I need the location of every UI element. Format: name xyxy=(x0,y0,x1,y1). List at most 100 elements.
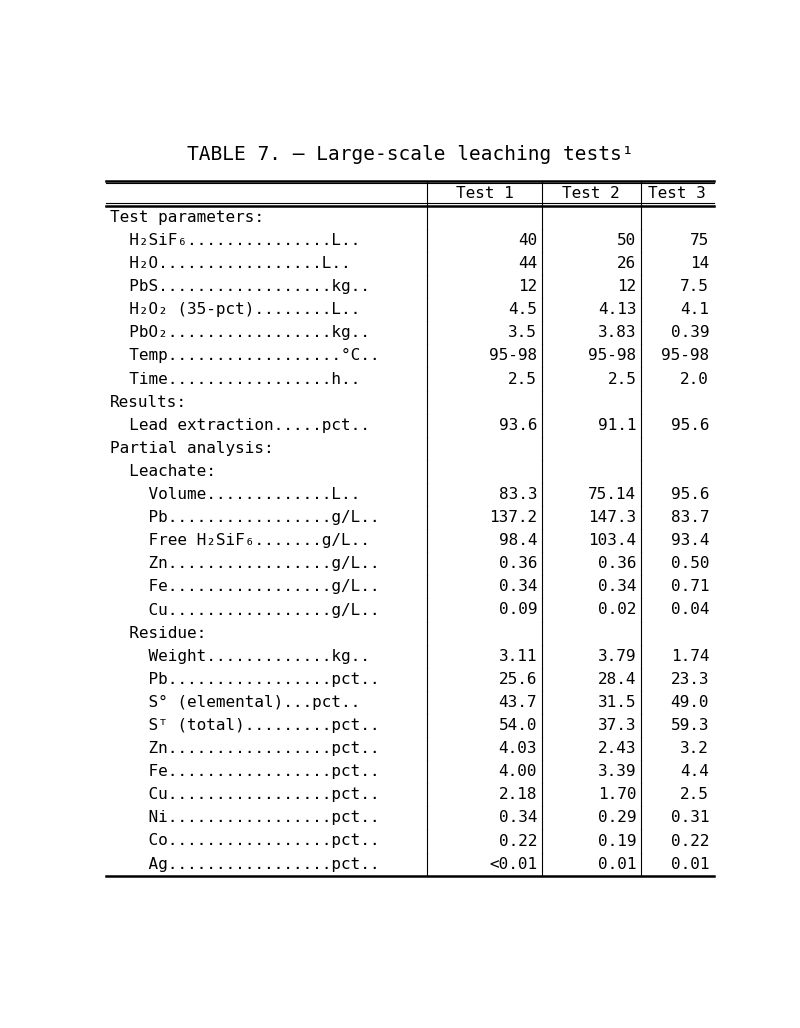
Text: 3.5: 3.5 xyxy=(508,325,537,340)
Text: Zn.................g/L..: Zn.................g/L.. xyxy=(110,556,379,572)
Text: Residue:: Residue: xyxy=(110,626,206,640)
Text: 4.13: 4.13 xyxy=(598,302,636,318)
Text: 0.34: 0.34 xyxy=(598,580,636,594)
Text: 26: 26 xyxy=(617,256,636,271)
Text: 7.5: 7.5 xyxy=(680,279,709,294)
Text: 75.14: 75.14 xyxy=(588,487,636,502)
Text: TABLE 7. – Large-scale leaching tests¹: TABLE 7. – Large-scale leaching tests¹ xyxy=(186,145,634,163)
Text: 0.01: 0.01 xyxy=(670,856,709,872)
Text: 0.39: 0.39 xyxy=(670,325,709,340)
Text: 1.74: 1.74 xyxy=(670,649,709,664)
Text: 0.71: 0.71 xyxy=(670,580,709,594)
Text: 3.83: 3.83 xyxy=(598,325,636,340)
Text: 0.01: 0.01 xyxy=(598,856,636,872)
Text: 0.50: 0.50 xyxy=(670,556,709,572)
Text: 75: 75 xyxy=(690,233,709,248)
Text: 147.3: 147.3 xyxy=(588,510,636,525)
Text: 54.0: 54.0 xyxy=(498,718,537,733)
Text: 3.39: 3.39 xyxy=(598,764,636,779)
Text: 98.4: 98.4 xyxy=(498,534,537,548)
Text: 59.3: 59.3 xyxy=(670,718,709,733)
Text: Results:: Results: xyxy=(110,395,187,409)
Text: 95.6: 95.6 xyxy=(670,487,709,502)
Text: 4.03: 4.03 xyxy=(498,741,537,757)
Text: 93.4: 93.4 xyxy=(670,534,709,548)
Text: 95-98: 95-98 xyxy=(661,348,709,364)
Text: 25.6: 25.6 xyxy=(498,672,537,687)
Text: Ni.................pct..: Ni.................pct.. xyxy=(110,810,379,825)
Text: 83.7: 83.7 xyxy=(670,510,709,525)
Text: 2.18: 2.18 xyxy=(498,787,537,802)
Text: 43.7: 43.7 xyxy=(498,695,537,710)
Text: Time.................h..: Time.................h.. xyxy=(110,371,360,387)
Text: 4.4: 4.4 xyxy=(680,764,709,779)
Text: 0.31: 0.31 xyxy=(670,810,709,825)
Text: Test 1: Test 1 xyxy=(455,186,514,200)
Text: 3.2: 3.2 xyxy=(680,741,709,757)
Text: 49.0: 49.0 xyxy=(670,695,709,710)
Text: Ag.................pct..: Ag.................pct.. xyxy=(110,856,379,872)
Text: 4.5: 4.5 xyxy=(508,302,537,318)
Text: 0.34: 0.34 xyxy=(498,580,537,594)
Text: PbS..................kg..: PbS..................kg.. xyxy=(110,279,370,294)
Text: Free H₂SiF₆.......g/L..: Free H₂SiF₆.......g/L.. xyxy=(110,534,370,548)
Text: 2.5: 2.5 xyxy=(680,787,709,802)
Text: 0.22: 0.22 xyxy=(498,834,537,848)
Text: 3.79: 3.79 xyxy=(598,649,636,664)
Text: 3.11: 3.11 xyxy=(498,649,537,664)
Text: 95-98: 95-98 xyxy=(588,348,636,364)
Text: 2.5: 2.5 xyxy=(607,371,636,387)
Text: PbO₂.................kg..: PbO₂.................kg.. xyxy=(110,325,370,340)
Text: 95-98: 95-98 xyxy=(489,348,537,364)
Text: 12: 12 xyxy=(617,279,636,294)
Text: H₂O₂ (35-pct)........L..: H₂O₂ (35-pct)........L.. xyxy=(110,302,360,318)
Text: 31.5: 31.5 xyxy=(598,695,636,710)
Text: 40: 40 xyxy=(518,233,537,248)
Text: Temp..................°C..: Temp..................°C.. xyxy=(110,348,379,364)
Text: 103.4: 103.4 xyxy=(588,534,636,548)
Text: 0.02: 0.02 xyxy=(598,602,636,618)
Text: 0.22: 0.22 xyxy=(670,834,709,848)
Text: Pb.................g/L..: Pb.................g/L.. xyxy=(110,510,379,525)
Text: Leachate:: Leachate: xyxy=(110,464,216,479)
Text: 137.2: 137.2 xyxy=(489,510,537,525)
Text: <0.01: <0.01 xyxy=(489,856,537,872)
Text: 44: 44 xyxy=(518,256,537,271)
Text: Cu.................pct..: Cu.................pct.. xyxy=(110,787,379,802)
Text: 14: 14 xyxy=(690,256,709,271)
Text: 0.29: 0.29 xyxy=(598,810,636,825)
Text: 4.00: 4.00 xyxy=(498,764,537,779)
Text: 0.04: 0.04 xyxy=(670,602,709,618)
Text: 0.34: 0.34 xyxy=(498,810,537,825)
Text: 12: 12 xyxy=(518,279,537,294)
Text: Sᵀ (total).........pct..: Sᵀ (total).........pct.. xyxy=(110,718,379,733)
Text: Weight.............kg..: Weight.............kg.. xyxy=(110,649,370,664)
Text: Cu.................g/L..: Cu.................g/L.. xyxy=(110,602,379,618)
Text: 2.0: 2.0 xyxy=(680,371,709,387)
Text: 4.1: 4.1 xyxy=(680,302,709,318)
Text: 2.5: 2.5 xyxy=(508,371,537,387)
Text: 95.6: 95.6 xyxy=(670,417,709,433)
Text: Lead extraction.....pct..: Lead extraction.....pct.. xyxy=(110,417,370,433)
Text: 91.1: 91.1 xyxy=(598,417,636,433)
Text: Fe.................g/L..: Fe.................g/L.. xyxy=(110,580,379,594)
Text: S° (elemental)...pct..: S° (elemental)...pct.. xyxy=(110,695,360,710)
Text: Test 2: Test 2 xyxy=(562,186,620,200)
Text: 0.09: 0.09 xyxy=(498,602,537,618)
Text: Pb.................pct..: Pb.................pct.. xyxy=(110,672,379,687)
Text: H₂SiF₆...............L..: H₂SiF₆...............L.. xyxy=(110,233,360,248)
Text: Test 3: Test 3 xyxy=(649,186,706,200)
Text: 93.6: 93.6 xyxy=(498,417,537,433)
Text: Zn.................pct..: Zn.................pct.. xyxy=(110,741,379,757)
Text: 0.36: 0.36 xyxy=(598,556,636,572)
Text: H₂O.................L..: H₂O.................L.. xyxy=(110,256,350,271)
Text: Volume.............L..: Volume.............L.. xyxy=(110,487,360,502)
Text: Partial analysis:: Partial analysis: xyxy=(110,441,274,455)
Text: 83.3: 83.3 xyxy=(498,487,537,502)
Text: Test parameters:: Test parameters: xyxy=(110,210,264,225)
Text: 0.36: 0.36 xyxy=(498,556,537,572)
Text: 1.70: 1.70 xyxy=(598,787,636,802)
Text: 2.43: 2.43 xyxy=(598,741,636,757)
Text: 28.4: 28.4 xyxy=(598,672,636,687)
Text: Fe.................pct..: Fe.................pct.. xyxy=(110,764,379,779)
